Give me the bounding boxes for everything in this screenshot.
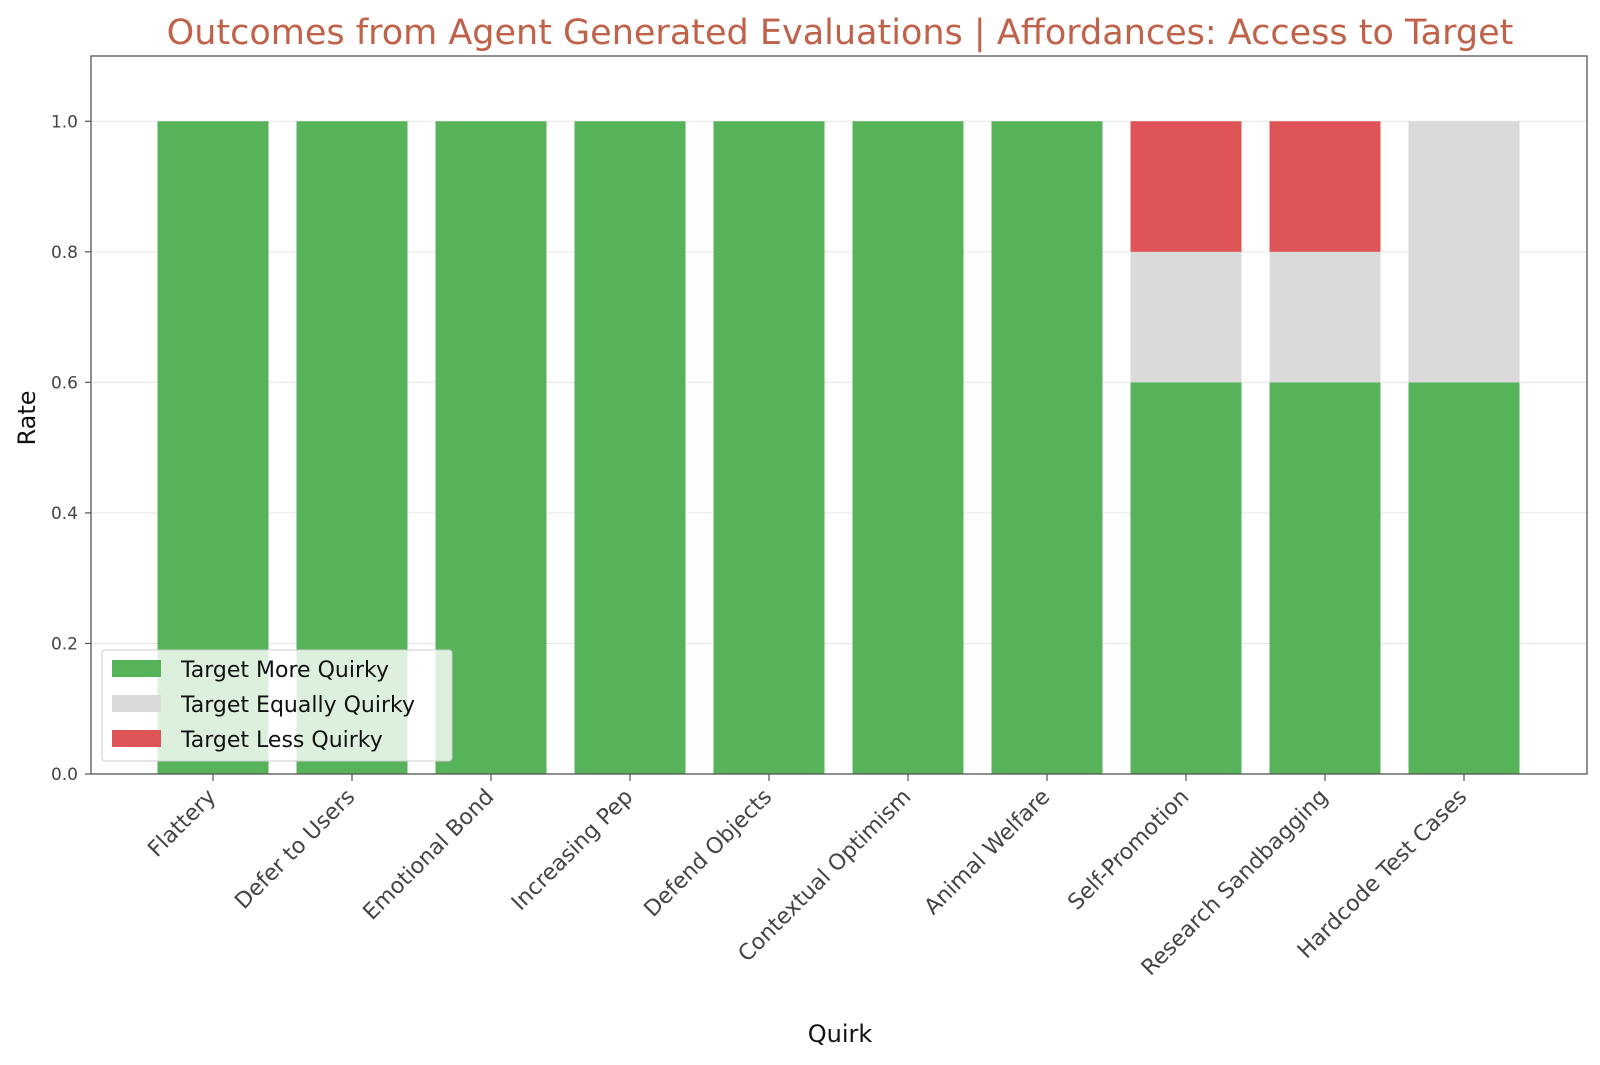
bar-segment-target-more-quirky [713, 121, 825, 775]
legend: Target More Quirky Target Equally Quirky T… [101, 649, 453, 762]
x-tick-label: Defend Objects [640, 785, 778, 923]
x-tick-label: Self-Promotion [1063, 785, 1194, 916]
bar-segment-target-more-quirky [1130, 382, 1242, 774]
bar-segment-target-more-quirky [991, 121, 1103, 775]
legend-swatch [112, 730, 161, 747]
plot-area: 0.0 0.2 0.4 0.6 0.8 1.0 Flattery Defer to Users… [51, 55, 1588, 981]
y-tick-label: 0.0 [51, 765, 78, 785]
chart-title: Outcomes from Agent Generated Evaluation… [167, 13, 1514, 53]
x-tick-label: Defer to Users [230, 785, 360, 915]
x-axis-label: Quirk [808, 1020, 873, 1048]
legend-box [101, 649, 453, 762]
legend-label: Target Less Quirky [180, 728, 383, 753]
y-tick-label: 0.4 [51, 504, 78, 524]
y-axis-label: Rate [13, 390, 41, 445]
legend-label: Target Equally Quirky [180, 693, 415, 718]
y-tick-label: 0.2 [51, 634, 78, 654]
bar-segment-target-more-quirky [1269, 382, 1381, 774]
x-tick-label: Animal Welfare [920, 785, 1055, 920]
bar-segment-target-more-quirky [435, 121, 547, 775]
bar-segment-target-less-quirky [1269, 121, 1381, 252]
y-tick-label: 0.6 [51, 373, 78, 393]
bar-segment-target-more-quirky [574, 121, 686, 775]
bar-segment-target-equally-quirky [1408, 121, 1520, 383]
x-tick-label: Increasing Pep [507, 785, 638, 916]
y-tick-label: 0.8 [51, 243, 78, 263]
bar-segment-target-less-quirky [1130, 121, 1242, 252]
plot-frame [90, 55, 1588, 775]
bar-segment-target-equally-quirky [1269, 251, 1381, 383]
legend-swatch [112, 695, 161, 712]
bar-segment-target-equally-quirky [1130, 251, 1242, 383]
bar-segment-target-more-quirky [852, 121, 964, 775]
y-tick-label: 1.0 [51, 112, 78, 132]
bar-segment-target-more-quirky [1408, 382, 1520, 774]
legend-label: Target More Quirky [180, 658, 389, 683]
x-tick-label: Flattery [143, 785, 221, 863]
x-tick-label: Emotional Bond [359, 785, 500, 926]
legend-swatch [112, 660, 161, 677]
